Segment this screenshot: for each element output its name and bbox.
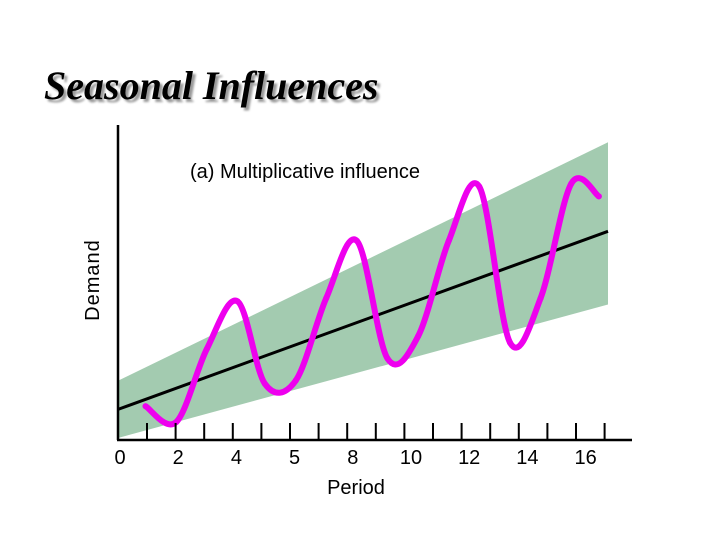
x-tick-label-6: 12: [458, 447, 480, 469]
chart-subtitle: (a) Multiplicative influence: [190, 161, 420, 183]
trend-layer: [117, 229, 609, 411]
demand-point-0: [142, 403, 149, 410]
page-title: Seasonal Influences: [44, 63, 379, 108]
demand-point-9: [415, 333, 422, 340]
demand-point-11: [476, 183, 483, 190]
demand-point-15: [595, 193, 602, 200]
demand-layer: [142, 175, 602, 428]
demand-point-12: [507, 339, 513, 346]
x-tick-label-5: 10: [400, 447, 422, 469]
demand-point-10: [445, 237, 452, 244]
x-tick-label-8: 16: [574, 447, 596, 469]
demand-line: [142, 175, 602, 428]
x-tick-label-1: 2: [173, 447, 184, 469]
demand-point-8: [384, 355, 391, 362]
demand-point-3: [234, 298, 241, 305]
x-tick-label-7: 14: [516, 447, 538, 469]
demand-point-6: [323, 295, 330, 302]
demand-point-2: [203, 345, 210, 352]
demand-point-14: [568, 180, 575, 187]
demand-point-4: [262, 380, 268, 387]
trend-line: [117, 229, 609, 411]
y-axis-label: Demand: [82, 239, 104, 321]
demand-point-7: [353, 237, 360, 244]
x-axis-label: Period: [327, 477, 385, 499]
x-ticks: [146, 423, 606, 440]
x-tick-label-4: 8: [347, 447, 358, 469]
demand-point-5: [292, 377, 299, 384]
x-tick-labels: 0 2 4 5 8 10 12 14 16: [114, 447, 596, 469]
demand-point-13: [537, 295, 544, 302]
axes: [116, 125, 632, 442]
x-tick-label-2: 4: [231, 447, 242, 469]
x-tick-label-3: 5: [289, 447, 300, 469]
x-tick-label-0: 0: [114, 447, 125, 469]
